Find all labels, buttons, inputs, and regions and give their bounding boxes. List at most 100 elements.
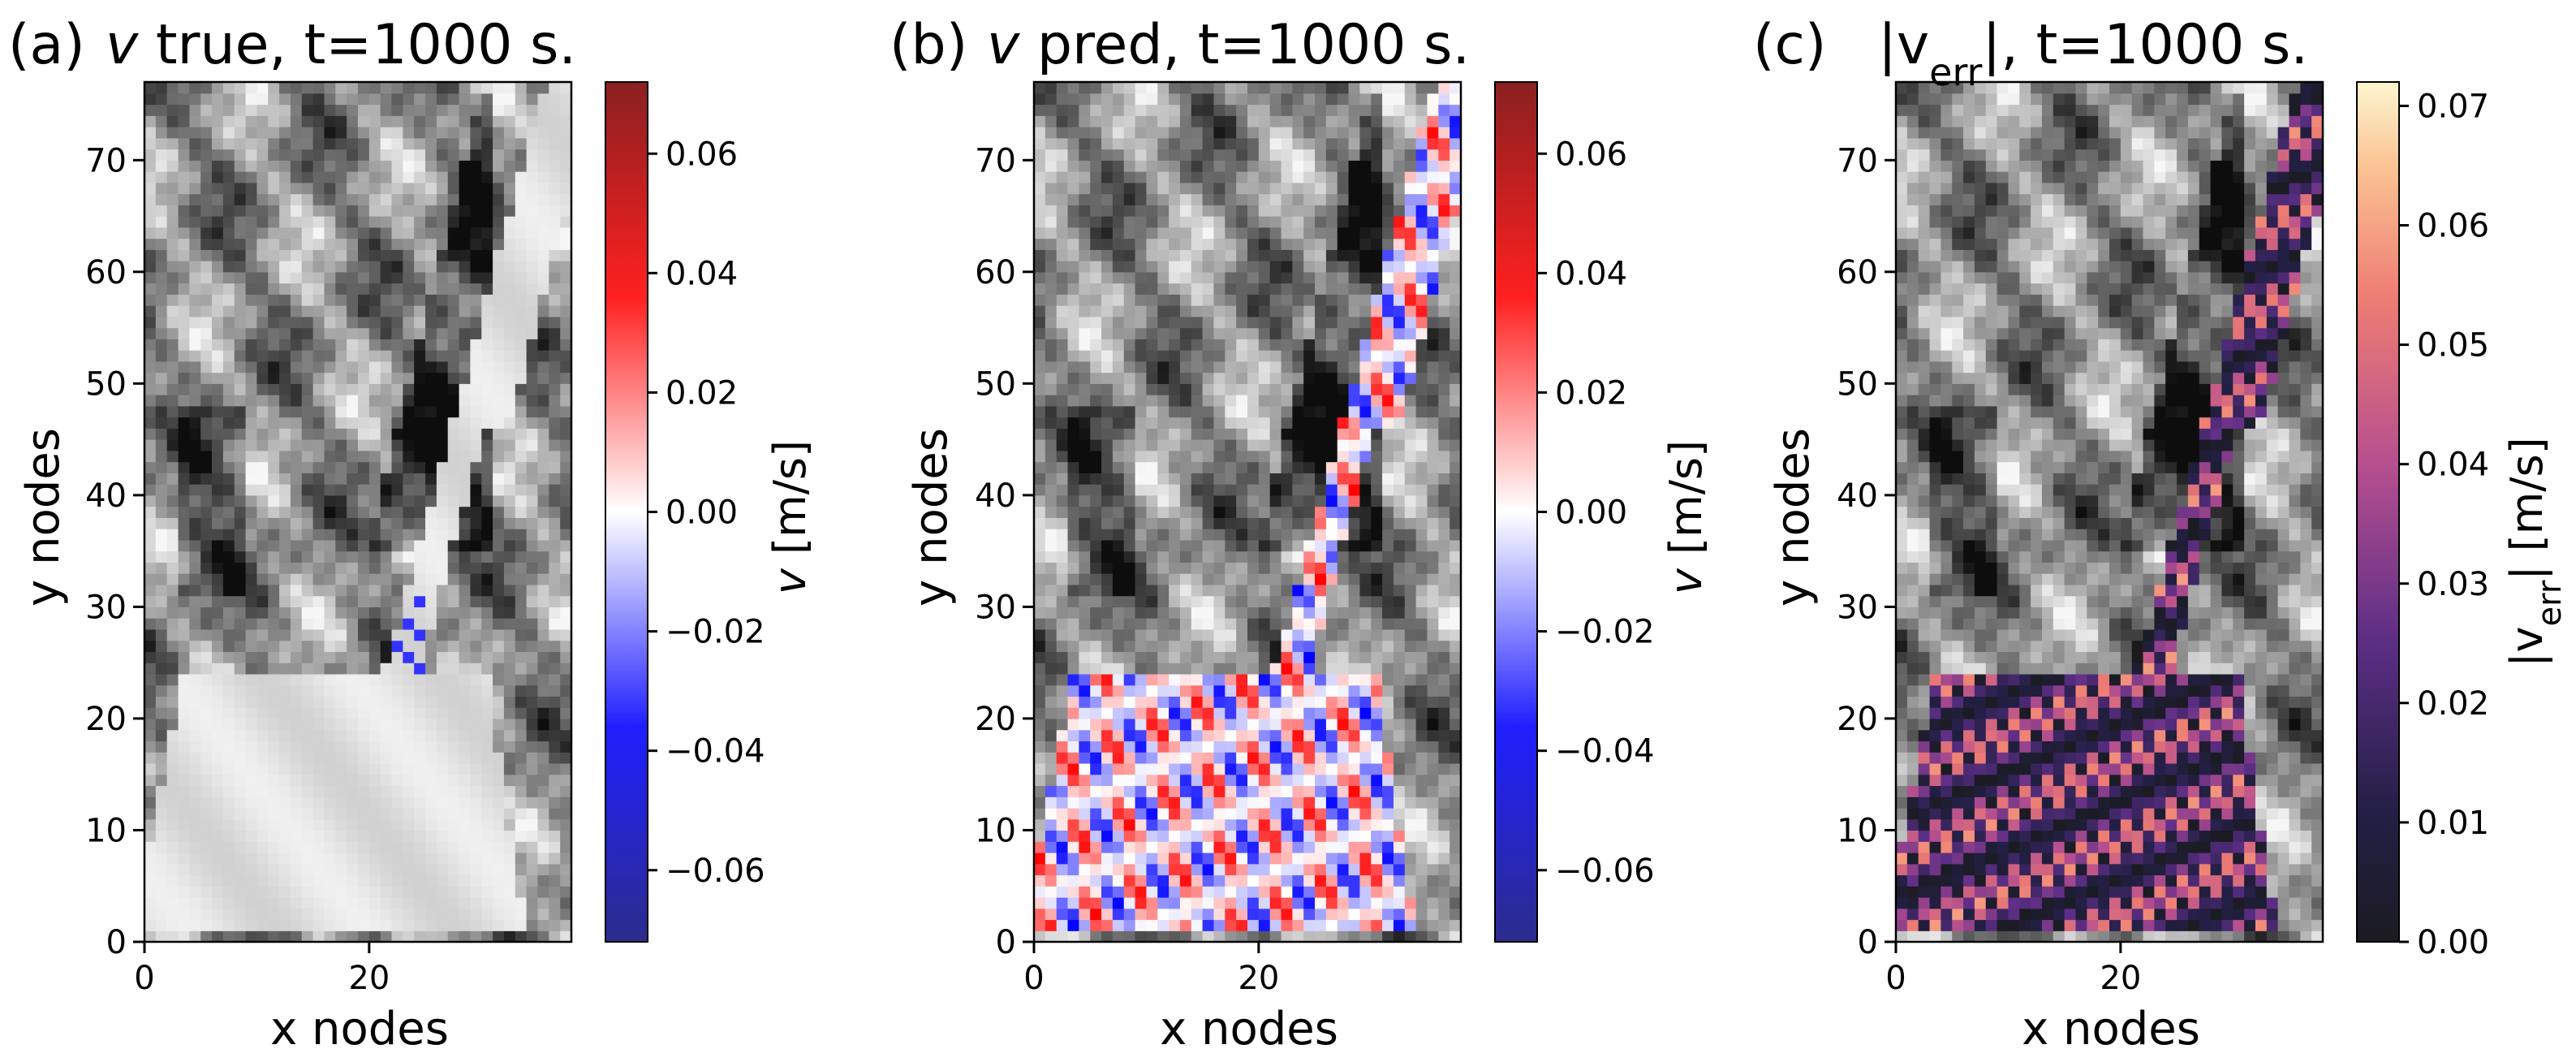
heatmap-cell [312,205,325,217]
heatmap-cell [1202,562,1215,574]
heatmap-cell [312,182,325,195]
heatmap-cell [166,227,179,240]
heatmap-cell [503,908,516,921]
heatmap-cell [493,707,505,719]
heatmap-cell [470,807,482,820]
heatmap-cell [1157,886,1170,898]
heatmap-cell [358,762,370,775]
heatmap-cell [391,271,403,284]
heatmap-cell [503,663,516,675]
heatmap-cell [403,450,415,463]
heatmap-cell [1056,863,1069,876]
heatmap-cell [1247,595,1260,607]
heatmap-cell [391,886,403,898]
heatmap-cell [1157,707,1170,719]
heatmap-cell [403,774,415,787]
heatmap-cell [1371,506,1383,518]
heatmap-cell [549,785,561,797]
heatmap-cell [1079,807,1091,820]
heatmap-cell [1393,529,1406,541]
heatmap-cell [1393,718,1406,731]
heatmap-cell [1045,852,1058,865]
heatmap-cell [347,461,359,473]
heatmap-cell [1079,584,1091,597]
heatmap-cell [312,896,325,909]
heatmap-cell [1101,774,1114,787]
heatmap-cell [335,774,347,787]
heatmap-cell [1179,405,1192,418]
heatmap-cell [560,539,572,552]
heatmap-cell [324,283,336,295]
heatmap-cell [290,863,303,876]
heatmap-cell [256,607,269,619]
heatmap-cell [515,439,528,451]
heatmap-cell [1202,360,1215,373]
heatmap-cell [459,82,472,94]
heatmap-cell [1225,852,1237,865]
heatmap-cell [347,494,359,507]
heatmap-cell [1090,896,1102,909]
heatmap-cell [1079,663,1091,675]
heatmap-cell [447,494,460,507]
heatmap-cell [312,327,325,339]
heatmap-cell [1179,517,1192,529]
heatmap-cell [189,562,201,574]
heatmap-cell [1415,640,1428,653]
heatmap-cell [1045,774,1058,787]
heatmap-cell [1393,628,1406,641]
heatmap-cell [493,450,505,463]
heatmap-cell [155,428,168,440]
heatmap-cell [1045,807,1058,820]
heatmap-cell [1303,517,1316,529]
heatmap-cell [1146,529,1158,541]
heatmap-cell [368,249,381,261]
heatmap-cell [144,372,157,384]
heatmap-cell [1393,372,1406,384]
heatmap-cell [1247,484,1260,496]
heatmap-cell [1415,684,1428,697]
heatmap-cell [1427,595,1439,607]
heatmap-cell [1247,886,1260,898]
heatmap-cell [234,573,247,585]
heatmap-cell [1371,896,1383,909]
heatmap-cell [245,640,258,653]
heatmap-cell [447,473,460,485]
heatmap-cell [1112,807,1125,820]
heatmap-cell [1123,339,1136,351]
heatmap-cell [1415,830,1428,842]
heatmap-cell [268,484,280,496]
heatmap-cell [178,439,190,451]
heatmap-cell [447,115,460,127]
heatmap-cell [1191,841,1204,853]
heatmap-cell [189,216,201,228]
heatmap-cell [1337,673,1350,686]
heatmap-cell [1371,663,1383,675]
heatmap-cell [347,707,359,719]
heatmap-cell [481,115,493,127]
heatmap-cell [470,405,482,418]
heatmap-cell [358,930,370,943]
heatmap-cell [166,305,179,317]
heatmap-cell [1146,417,1158,429]
heatmap-cell [1067,785,1079,797]
heatmap-cell [380,484,393,496]
heatmap-cell [1079,618,1091,630]
heatmap-cell [279,908,291,921]
heatmap-cell [1281,584,1293,597]
heatmap-cell [549,886,561,898]
heatmap-cell [560,261,572,273]
heatmap-cell [178,484,190,496]
heatmap-cell [470,271,482,284]
heatmap-cell [1056,740,1069,753]
heatmap-cell [1135,372,1148,384]
heatmap-cell [1112,539,1125,552]
heatmap-cell [1045,673,1058,686]
heatmap-cell [1337,618,1350,630]
heatmap-cell [268,752,280,764]
heatmap-cell [189,182,201,195]
heatmap-cell [1393,405,1406,418]
heatmap-cell [324,473,336,485]
heatmap-b [1034,82,1462,943]
heatmap-cell [1438,673,1450,686]
heatmap-cell [560,383,572,395]
